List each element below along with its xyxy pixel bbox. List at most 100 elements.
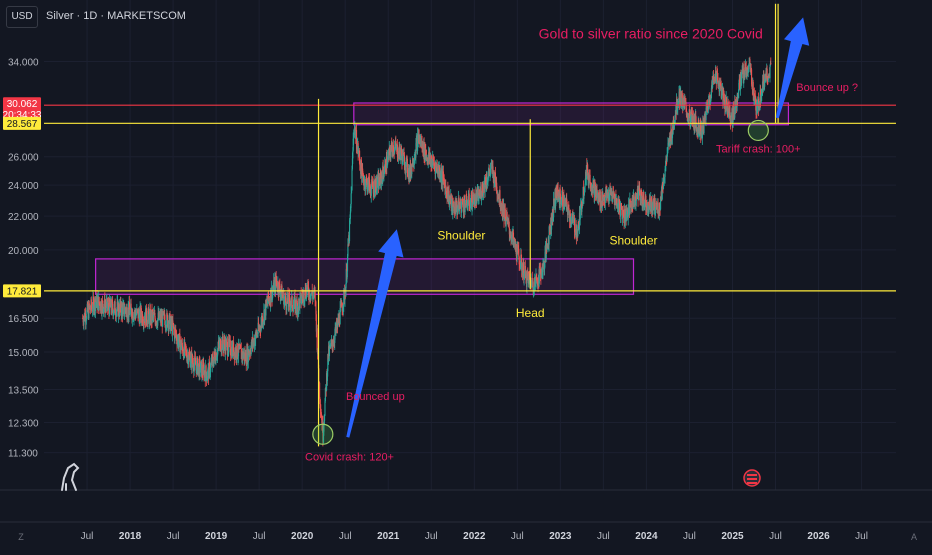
candle-body: [425, 149, 427, 157]
candle-body: [633, 194, 635, 201]
candle-body: [343, 289, 345, 306]
candle-body: [146, 307, 148, 322]
candle-body: [471, 192, 473, 210]
candle-body: [154, 318, 156, 325]
candle-body: [351, 169, 353, 191]
candle-body: [375, 181, 377, 193]
x-tick-label[interactable]: 2022: [463, 531, 486, 542]
x-tick-label[interactable]: Jul: [425, 531, 438, 542]
y-tick-label[interactable]: 15.000: [8, 348, 39, 359]
y-axis[interactable]: 34.000 26.000 24.000 22.000 20.000 16.500 15.0…: [8, 57, 39, 459]
candle-body: [710, 88, 712, 99]
y-tick-label[interactable]: 34.000: [8, 57, 39, 68]
x-tick-label[interactable]: 2018: [119, 531, 142, 542]
auto-scale-button[interactable]: A: [911, 532, 917, 542]
candle-body: [225, 340, 227, 351]
candle-body: [407, 172, 409, 176]
candle-body: [247, 349, 249, 363]
candle-body: [643, 191, 645, 200]
candle-body: [738, 82, 740, 92]
candle-body: [142, 314, 144, 324]
x-tick-label[interactable]: 2025: [721, 531, 744, 542]
candle-body: [710, 100, 712, 104]
candle-body: [657, 202, 659, 215]
x-tick-label[interactable]: Jul: [855, 531, 868, 542]
x-axis[interactable]: Jul 2018 Jul 2019 Jul 2020 Jul 2021 Jul 2022 Jul 20…: [81, 531, 868, 542]
candle-body: [274, 282, 276, 293]
y-tick-label[interactable]: 13.500: [8, 385, 39, 396]
candle-body: [472, 194, 474, 203]
y-tick-label[interactable]: 22.000: [8, 212, 39, 223]
annotations: Gold to silver ratio since 2020 Covid Bou…: [305, 25, 858, 463]
candle-body: [584, 183, 586, 187]
x-tick-label[interactable]: Jul: [339, 531, 352, 542]
candles: [82, 56, 772, 447]
candle-body: [728, 108, 730, 116]
candle-body: [563, 194, 565, 208]
y-tick-label[interactable]: 16.500: [8, 314, 39, 325]
x-tick-label[interactable]: 2020: [291, 531, 314, 542]
x-tick-label[interactable]: 2021: [377, 531, 400, 542]
arrow-up: [346, 229, 404, 438]
candle-body: [632, 194, 634, 209]
flag-stripe: [747, 482, 757, 484]
candle-body: [390, 150, 392, 158]
candle-body: [352, 150, 354, 159]
y-tick-label[interactable]: 26.000: [8, 153, 39, 164]
candle-body: [751, 69, 753, 85]
candle-body: [656, 204, 658, 209]
x-tick-label[interactable]: Jul: [81, 531, 94, 542]
candle-body: [616, 198, 618, 209]
candle-body: [403, 155, 406, 170]
candle-body: [763, 75, 765, 83]
x-tick-label[interactable]: Jul: [167, 531, 180, 542]
zoom-button[interactable]: Z: [18, 532, 24, 542]
candle-body: [426, 157, 428, 162]
candle-body: [347, 244, 349, 257]
x-tick-label[interactable]: 2024: [635, 531, 658, 542]
currency-button[interactable]: USD: [6, 6, 38, 28]
y-tick-label[interactable]: 11.300: [8, 449, 38, 460]
x-tick-label[interactable]: 2023: [549, 531, 572, 542]
candle-body: [153, 313, 155, 317]
x-tick-label[interactable]: Jul: [253, 531, 266, 542]
candle-body: [331, 339, 333, 345]
candle-body: [562, 193, 564, 207]
candle-body: [568, 204, 570, 210]
y-tick-label[interactable]: 12.300: [8, 419, 39, 430]
candle-body: [619, 204, 622, 217]
candle-body: [385, 160, 387, 172]
x-tick-label[interactable]: Jul: [683, 531, 696, 542]
candle-body: [462, 204, 464, 211]
candle-body: [539, 269, 542, 275]
candle-body: [555, 186, 558, 195]
candle-body: [520, 254, 522, 268]
candle-body: [488, 169, 490, 173]
candle-body: [518, 256, 520, 265]
x-tick-label[interactable]: 2026: [807, 531, 830, 542]
candle-body: [577, 230, 579, 237]
candle-body: [292, 306, 294, 312]
candle-body: [315, 314, 317, 332]
candle-body: [386, 164, 388, 168]
annotation-label: Shoulder: [609, 234, 657, 248]
candle-body: [370, 187, 372, 196]
highlight-circle: [747, 119, 769, 142]
candle-body: [402, 153, 404, 162]
candle-body: [349, 220, 351, 242]
x-tick-label[interactable]: Jul: [769, 531, 782, 542]
candle-body: [766, 68, 768, 78]
x-tick-label[interactable]: 2019: [205, 531, 228, 542]
candle-body: [723, 99, 726, 106]
candle-body: [660, 196, 662, 210]
x-tick-label[interactable]: Jul: [511, 531, 524, 542]
y-tick-label[interactable]: 20.000: [8, 246, 39, 257]
candle-body: [291, 295, 293, 308]
x-tick-label[interactable]: Jul: [597, 531, 610, 542]
candle-body: [149, 312, 151, 324]
candle-body: [469, 202, 472, 209]
y-tick-label[interactable]: 24.000: [8, 181, 39, 192]
